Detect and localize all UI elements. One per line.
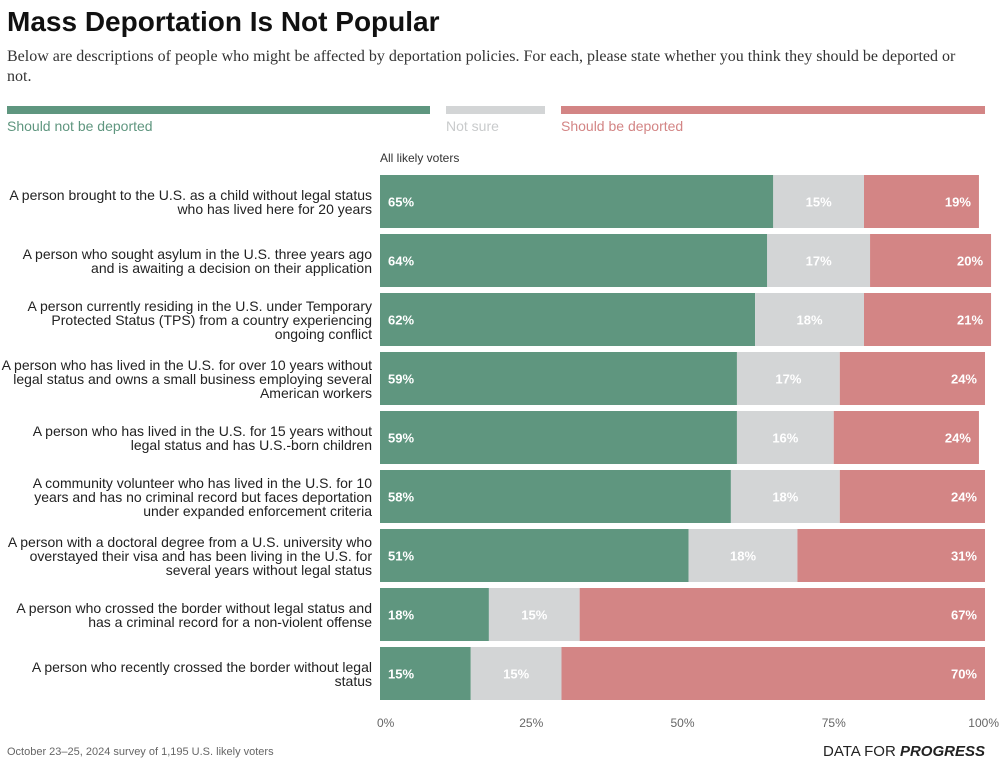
x-tick-label: 0%: [377, 716, 395, 730]
value-label: 21%: [957, 313, 983, 328]
category-label: A person who crossed the border without …: [16, 599, 372, 630]
value-label: 24%: [945, 431, 971, 446]
value-label: 59%: [388, 431, 414, 446]
value-label: 18%: [797, 313, 823, 328]
value-label: 51%: [388, 549, 414, 564]
source: October 23–25, 2024 survey of 1,195 U.S.…: [7, 746, 274, 758]
category-label: A person brought to the U.S. as a child …: [9, 186, 372, 217]
bar-segment: [561, 647, 985, 700]
bar-segment: [380, 588, 489, 641]
value-label: 18%: [388, 608, 414, 623]
category-label: A community volunteer who has lived in t…: [32, 474, 372, 519]
bar-segment: [380, 234, 768, 287]
bar-segment: [380, 529, 689, 582]
legend-label: Should be deported: [561, 118, 684, 134]
value-label: 65%: [388, 195, 414, 210]
bar-segment: [797, 529, 985, 582]
value-label: 15%: [503, 667, 529, 682]
bar-segment: [380, 470, 731, 523]
category-label: A person who sought asylum in the U.S. t…: [22, 245, 372, 276]
bar-segment: [736, 411, 834, 464]
brand-second: PROGRESS: [899, 743, 985, 760]
value-label: 20%: [957, 254, 983, 269]
group-label: All likely voters: [380, 151, 460, 165]
bar-segment: [736, 352, 840, 405]
bar-segment: [380, 647, 471, 700]
x-tick-label: 75%: [821, 716, 846, 730]
x-tick-label: 100%: [968, 716, 999, 730]
bar-segment: [380, 175, 774, 228]
bar-segment: [864, 293, 992, 346]
brand: DATA FOR PROGRESS: [823, 743, 985, 760]
bar-segment: [839, 470, 985, 523]
value-label: 59%: [388, 372, 414, 387]
value-label: 31%: [951, 549, 977, 564]
value-label: 67%: [951, 608, 977, 623]
bar-segment: [488, 588, 580, 641]
legend-swatch: [561, 106, 985, 114]
value-label: 62%: [388, 313, 414, 328]
x-tick-label: 50%: [670, 716, 695, 730]
bar-segment: [773, 175, 864, 228]
chart-title: Mass Deportation Is Not Popular: [7, 6, 440, 37]
brand-first: DATA FOR: [823, 743, 896, 760]
value-label: 18%: [730, 549, 756, 564]
value-label: 15%: [806, 195, 832, 210]
legend-label: Should not be deported: [7, 118, 153, 134]
bar-segment: [870, 234, 992, 287]
bar-segment: [380, 293, 756, 346]
legend-swatch: [446, 106, 545, 114]
category-label: A person currently residing in the U.S. …: [27, 297, 372, 342]
bar-segment: [730, 470, 840, 523]
value-label: 17%: [806, 254, 832, 269]
value-label: 64%: [388, 254, 414, 269]
value-label: 15%: [521, 608, 547, 623]
value-label: 18%: [772, 490, 798, 505]
category-label: A person with a doctoral degree from a U…: [7, 533, 372, 578]
value-label: 70%: [951, 667, 977, 682]
value-label: 17%: [775, 372, 801, 387]
value-label: 16%: [772, 431, 798, 446]
value-label: 24%: [951, 490, 977, 505]
bar-segment: [767, 234, 871, 287]
bar-segment: [380, 352, 737, 405]
bar-segment: [579, 588, 985, 641]
value-label: 15%: [388, 667, 414, 682]
bar-segment: [864, 175, 979, 228]
category-label: A person who recently crossed the border…: [31, 658, 372, 689]
description: Below are descriptions of people who mig…: [7, 48, 956, 85]
bar-segment: [839, 352, 985, 405]
value-label: 19%: [945, 195, 971, 210]
bar-segment: [470, 647, 562, 700]
x-tick-label: 25%: [519, 716, 544, 730]
legend-label: Not sure: [446, 118, 499, 134]
bar-segment: [833, 411, 979, 464]
category-label: A person who has lived in the U.S. for o…: [1, 356, 372, 401]
value-label: 58%: [388, 490, 414, 505]
category-label: A person who has lived in the U.S. for 1…: [32, 422, 372, 453]
legend-swatch: [7, 106, 430, 114]
bar-segment: [688, 529, 798, 582]
bar-segment: [380, 411, 737, 464]
bar-segment: [755, 293, 864, 346]
value-label: 24%: [951, 372, 977, 387]
